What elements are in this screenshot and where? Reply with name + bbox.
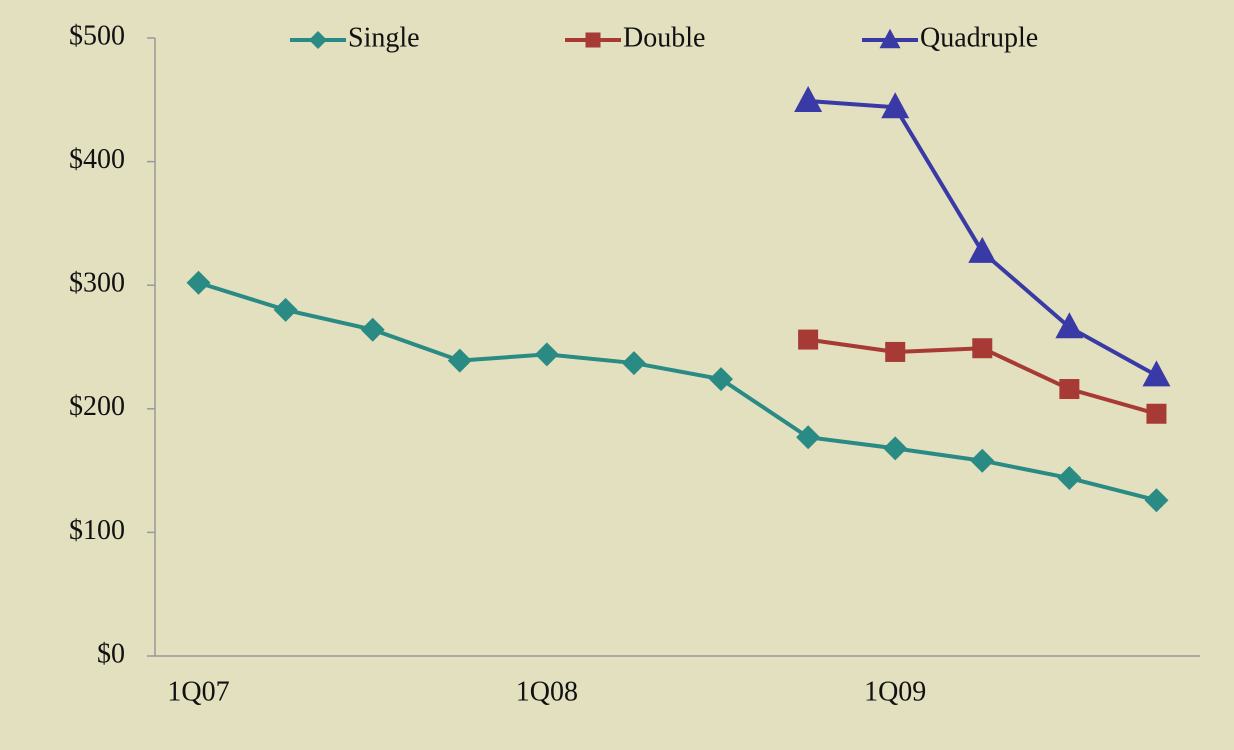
data-point xyxy=(186,270,211,295)
data-point xyxy=(1057,466,1082,491)
data-point xyxy=(798,329,819,350)
y-tick-label: $200 xyxy=(69,391,125,422)
series-line xyxy=(197,280,1157,503)
x-tick-label: 1Q08 xyxy=(516,676,578,707)
data-point xyxy=(273,297,298,322)
y-tick-label: $100 xyxy=(69,515,125,546)
data-point xyxy=(360,317,385,342)
y-tick-label: $0 xyxy=(97,638,125,669)
legend-label: Double xyxy=(623,22,705,53)
legend-label: Quadruple xyxy=(920,22,1038,53)
data-point xyxy=(883,436,908,461)
data-point xyxy=(796,425,821,450)
data-point xyxy=(794,86,823,113)
data-point xyxy=(1144,488,1169,513)
x-tick-label: 1Q09 xyxy=(864,676,926,707)
y-tick-label: $400 xyxy=(69,144,125,175)
y-tick-label: $500 xyxy=(69,20,125,51)
data-point xyxy=(970,448,995,473)
x-tick-label: 1Q07 xyxy=(167,676,229,707)
data-point xyxy=(534,342,559,367)
data-point xyxy=(1146,403,1167,424)
legend-label: Single xyxy=(348,22,420,53)
data-point xyxy=(885,341,906,362)
data-point xyxy=(447,348,472,373)
data-point xyxy=(1142,360,1171,387)
legend-marker xyxy=(585,32,601,48)
data-point xyxy=(621,351,646,376)
data-point xyxy=(972,338,993,359)
data-point xyxy=(709,367,734,392)
y-tick-label: $300 xyxy=(69,268,125,299)
legend-marker xyxy=(879,28,901,49)
data-point xyxy=(881,92,910,119)
data-point xyxy=(1055,312,1084,339)
legend-marker xyxy=(309,31,327,49)
data-point xyxy=(968,236,997,263)
data-point xyxy=(1059,379,1080,400)
